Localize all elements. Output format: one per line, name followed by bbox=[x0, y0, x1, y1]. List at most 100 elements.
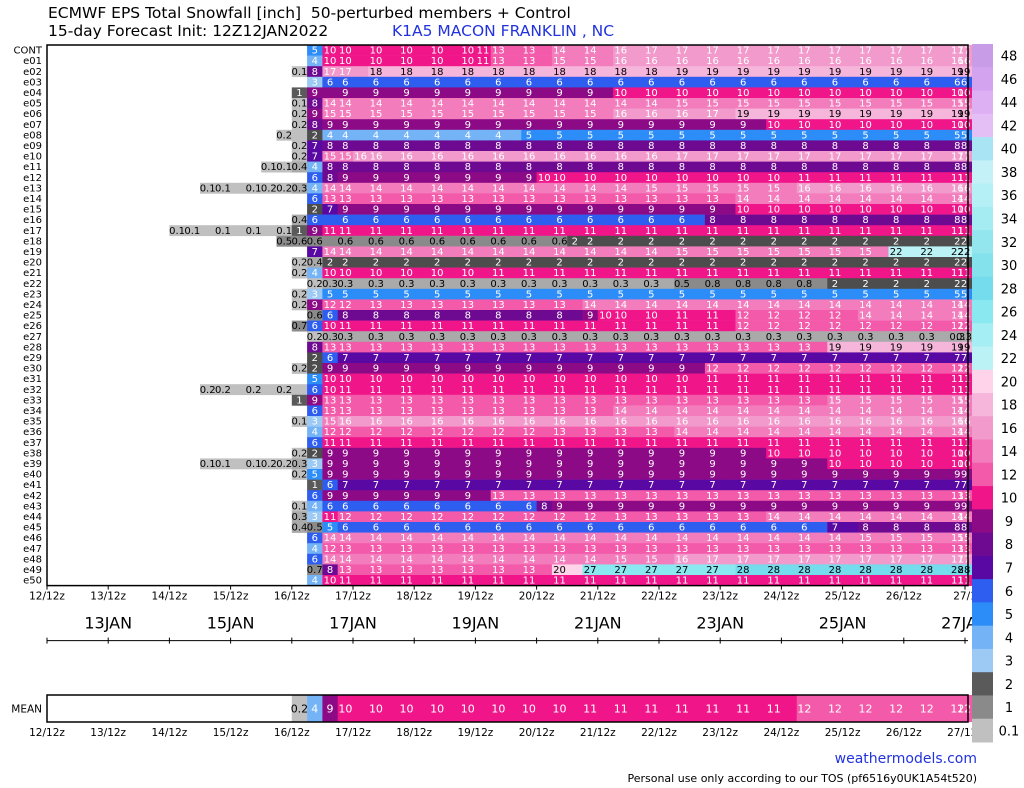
heatmap-cell bbox=[444, 108, 461, 120]
cell-value: 7 bbox=[434, 353, 440, 364]
mean-value: 12 bbox=[828, 703, 842, 716]
cell-value: 5 bbox=[526, 289, 532, 300]
heatmap-cell bbox=[429, 363, 446, 374]
cell-value: 14 bbox=[523, 183, 536, 194]
heatmap-cell bbox=[674, 416, 690, 427]
cell-value: 2 bbox=[961, 236, 967, 247]
heatmap-cell bbox=[230, 384, 247, 396]
heatmap-cell bbox=[536, 416, 553, 427]
cell-value: 11 bbox=[890, 226, 903, 237]
heatmap-cell bbox=[444, 437, 461, 449]
heatmap-cell bbox=[888, 225, 905, 237]
heatmap-cell bbox=[322, 447, 339, 459]
heatmap-cell bbox=[659, 575, 675, 586]
heatmap-cell bbox=[536, 98, 553, 109]
heatmap-cell bbox=[490, 87, 507, 99]
cell-value: 11 bbox=[492, 226, 505, 237]
heatmap-cell bbox=[444, 76, 461, 88]
heatmap-cell bbox=[674, 469, 690, 480]
heatmap-cell bbox=[628, 45, 645, 56]
heatmap-cell bbox=[857, 373, 874, 385]
heatmap-cell bbox=[506, 522, 522, 533]
heatmap-cell bbox=[245, 384, 262, 396]
heatmap-cell bbox=[567, 55, 583, 67]
heatmap-cell bbox=[949, 267, 966, 279]
mean-value: 11 bbox=[767, 703, 781, 716]
cell-value: 17 bbox=[920, 46, 933, 57]
cell-value: 15 bbox=[492, 109, 505, 120]
cell-value: 8 bbox=[342, 162, 348, 173]
heatmap-cell bbox=[766, 235, 782, 247]
colorbar-label: 6 bbox=[1005, 585, 1013, 600]
cell-value: 12 bbox=[958, 321, 971, 332]
heatmap-cell bbox=[291, 108, 308, 120]
cell-value: 14 bbox=[431, 554, 444, 565]
heatmap-cell bbox=[689, 140, 706, 152]
heatmap-cell bbox=[720, 500, 736, 512]
brand-link[interactable]: weathermodels.com bbox=[834, 751, 977, 767]
colorbar-label: 2 bbox=[1005, 678, 1013, 693]
cell-value: 10 bbox=[324, 385, 337, 396]
heatmap-cell bbox=[551, 299, 568, 311]
heatmap-cell bbox=[628, 66, 645, 78]
heatmap-cell bbox=[781, 151, 798, 162]
cell-value: 14 bbox=[339, 99, 352, 110]
heatmap-cell bbox=[766, 66, 782, 78]
cell-value: 0.3 bbox=[949, 332, 965, 343]
heatmap-cell bbox=[720, 352, 736, 364]
heatmap-cell bbox=[643, 341, 660, 353]
cell-value: 0.3 bbox=[490, 279, 506, 290]
mean-value: 9 bbox=[327, 703, 334, 716]
cell-value: 2 bbox=[587, 258, 593, 269]
cell-value: 0.3 bbox=[643, 279, 659, 290]
heatmap-cell bbox=[873, 363, 889, 374]
heatmap-cell bbox=[460, 140, 476, 152]
heatmap-cell bbox=[628, 490, 645, 502]
heatmap-cell bbox=[536, 575, 553, 586]
heatmap-cell bbox=[827, 299, 843, 311]
colorbar-segment bbox=[972, 602, 993, 627]
cell-value: 0.3 bbox=[766, 332, 782, 343]
heatmap-cell bbox=[720, 405, 736, 417]
heatmap-cell bbox=[597, 267, 614, 279]
cell-value: 2 bbox=[771, 258, 777, 269]
cell-value: 7 bbox=[801, 353, 807, 364]
heatmap-cell bbox=[812, 522, 828, 533]
heatmap-cell bbox=[720, 522, 736, 533]
mean-value: 12 bbox=[920, 703, 934, 716]
heatmap-cell bbox=[720, 278, 736, 290]
heatmap-cell bbox=[383, 161, 400, 173]
heatmap-cell bbox=[460, 310, 476, 321]
heatmap-cell bbox=[750, 341, 767, 353]
cell-value: 14 bbox=[645, 300, 658, 311]
cell-value: 7 bbox=[587, 480, 593, 491]
heatmap-cell bbox=[919, 246, 935, 258]
heatmap-cell bbox=[551, 214, 568, 226]
cell-value: 10 bbox=[431, 374, 444, 385]
heatmap-cell bbox=[873, 267, 889, 279]
cell-value: 17 bbox=[958, 152, 971, 163]
heatmap-cell bbox=[490, 341, 507, 353]
heatmap-cell bbox=[230, 458, 247, 470]
heatmap-cell bbox=[689, 394, 706, 406]
heatmap-cell bbox=[291, 98, 308, 109]
heatmap-cell bbox=[383, 257, 400, 268]
cell-value: 11 bbox=[920, 385, 933, 396]
heatmap-cell bbox=[842, 182, 859, 194]
heatmap-cell bbox=[291, 119, 308, 131]
cell-value: 13 bbox=[431, 406, 444, 417]
heatmap-cell bbox=[628, 437, 645, 449]
heatmap-cell bbox=[766, 490, 782, 502]
heatmap-cell bbox=[567, 193, 583, 205]
cell-value: 2 bbox=[709, 258, 715, 269]
heatmap-cell bbox=[857, 522, 874, 533]
cell-value: 0.2 bbox=[291, 152, 307, 163]
cell-value: 11 bbox=[584, 321, 597, 332]
heatmap-cell bbox=[919, 320, 935, 332]
heatmap-cell bbox=[353, 320, 369, 332]
heatmap-cell bbox=[551, 129, 568, 141]
heatmap-cell bbox=[460, 204, 476, 215]
heatmap-cell bbox=[368, 522, 384, 533]
cell-value: 2 bbox=[801, 236, 807, 247]
heatmap-cell bbox=[720, 331, 736, 343]
